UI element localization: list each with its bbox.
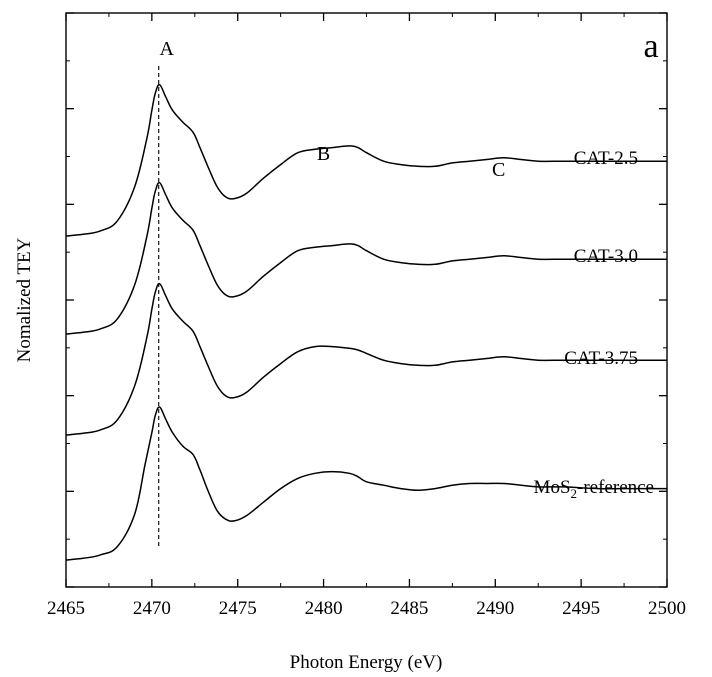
x-tick-label-2470: 2470 — [133, 598, 171, 619]
x-tick-label-2475: 2475 — [219, 598, 257, 619]
series-label-cat-3-0: CAT-3.0 — [574, 246, 638, 267]
x-tick-label-2495: 2495 — [562, 598, 600, 619]
series-layer — [65, 66, 667, 561]
peak-label-a: A — [159, 38, 174, 60]
label-layer: CAT-2.5 CAT-3.0 CAT-3.75 MoS2-reference A B C — [159, 38, 654, 501]
x-tick-label-2490: 2490 — [476, 598, 514, 619]
y-axis-title: Nomalized TEY — [14, 237, 35, 362]
series-line-cat-3-75 — [65, 282, 667, 436]
x-axis-title: Photon Energy (eV) — [290, 652, 443, 673]
axis-layer: 2465 2470 2475 2480 2485 2490 2495 2500 — [47, 12, 686, 619]
peak-label-b: B — [317, 143, 330, 165]
x-tick-label-2465: 2465 — [47, 598, 85, 619]
series-label-cat-3-75: CAT-3.75 — [564, 348, 638, 369]
series-line-cat-3-0 — [65, 181, 667, 335]
series-line-mos2-reference — [65, 406, 667, 561]
peak-label-c: C — [492, 159, 505, 181]
panel-label: a — [643, 28, 658, 65]
x-tick-label-2485: 2485 — [390, 598, 428, 619]
series-line-cat-2-5 — [65, 83, 667, 237]
series-label-cat-2-5: CAT-2.5 — [574, 148, 638, 169]
x-tick-label-2500: 2500 — [648, 598, 686, 619]
series-label-mos2-reference: MoS2-reference — [534, 477, 654, 501]
x-tick-label-2480: 2480 — [305, 598, 343, 619]
